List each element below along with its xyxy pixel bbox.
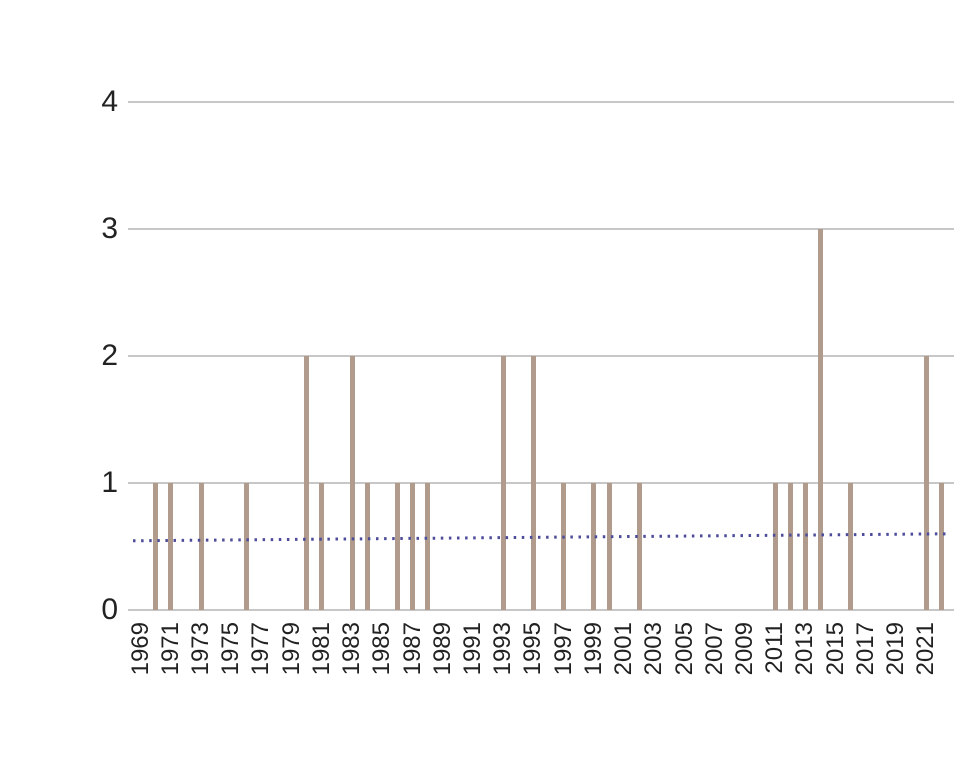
x-tick-label-2009: 2009 [731, 622, 758, 676]
bar-1984 [364, 483, 370, 610]
bar-1971 [168, 483, 174, 610]
trendline [132, 532, 950, 543]
bar-2000 [606, 483, 612, 610]
bar-1987 [410, 483, 416, 610]
bar-1999 [591, 483, 597, 610]
x-tick-label-2005: 2005 [670, 622, 698, 676]
plot-area [128, 101, 954, 611]
x-tick-label-1989: 1989 [428, 622, 456, 676]
x-tick-label-1997: 1997 [549, 622, 577, 676]
x-tick-label-2003: 2003 [640, 622, 668, 676]
bar-1993 [500, 356, 506, 610]
gridline-y-0 [128, 609, 954, 611]
bar-1986 [394, 483, 400, 610]
bar-1988 [425, 483, 431, 610]
trendline-path [132, 532, 950, 543]
x-tick-label-1985: 1985 [368, 622, 396, 676]
x-tick-label-2011: 2011 [761, 622, 789, 674]
bar-2013 [802, 483, 808, 610]
y-tick-label-1: 1 [101, 466, 118, 499]
gridline-y-3 [128, 228, 954, 230]
bar-2022 [938, 483, 944, 610]
y-tick-label-2: 2 [101, 339, 118, 372]
bar-1997 [561, 483, 567, 610]
bar-1995 [530, 356, 536, 610]
x-tick-label-1971: 1971 [156, 622, 184, 676]
x-tick-label-1987: 1987 [398, 622, 426, 676]
bar-1973 [198, 483, 204, 610]
x-tick-label-2017: 2017 [851, 622, 879, 676]
gridline-y-1 [128, 482, 954, 484]
y-tick-label-4: 4 [101, 85, 118, 118]
bar-2016 [848, 483, 854, 610]
x-tick-label-1969: 1969 [126, 622, 154, 676]
x-tick-label-2015: 2015 [821, 622, 849, 676]
x-tick-label-1983: 1983 [338, 622, 366, 676]
x-tick-label-1999: 1999 [579, 622, 607, 676]
x-tick-label-1977: 1977 [247, 622, 275, 676]
y-tick-label-3: 3 [101, 212, 118, 245]
x-tick-label-1981: 1981 [307, 622, 335, 676]
y-tick-label-0: 0 [101, 593, 118, 626]
x-tick-label-2019: 2019 [882, 622, 910, 676]
bar-1981 [319, 483, 325, 610]
bar-1983 [349, 356, 355, 610]
x-tick-label-1995: 1995 [519, 622, 547, 676]
x-tick-label-2013: 2013 [791, 622, 819, 676]
x-tick-label-1973: 1973 [187, 622, 214, 676]
x-tick-label-1975: 1975 [217, 622, 245, 676]
x-tick-label-2021: 2021 [912, 622, 940, 676]
x-tick-label-1991: 1991 [459, 622, 486, 676]
bar-2014 [818, 229, 824, 610]
bar-2012 [787, 483, 793, 610]
gridline-y-4 [128, 101, 954, 103]
x-tick-label-1979: 1979 [277, 622, 305, 676]
x-tick-label-2007: 2007 [700, 622, 728, 676]
gridline-y-2 [128, 355, 954, 357]
bar-2021 [923, 356, 929, 610]
x-tick-label-2001: 2001 [610, 622, 638, 676]
bar-2002 [636, 483, 642, 610]
bar-1980 [304, 356, 310, 610]
bar-1976 [243, 483, 249, 610]
bar-2011 [772, 483, 778, 610]
x-tick-label-1993: 1993 [489, 622, 517, 676]
bar-1970 [153, 483, 159, 610]
